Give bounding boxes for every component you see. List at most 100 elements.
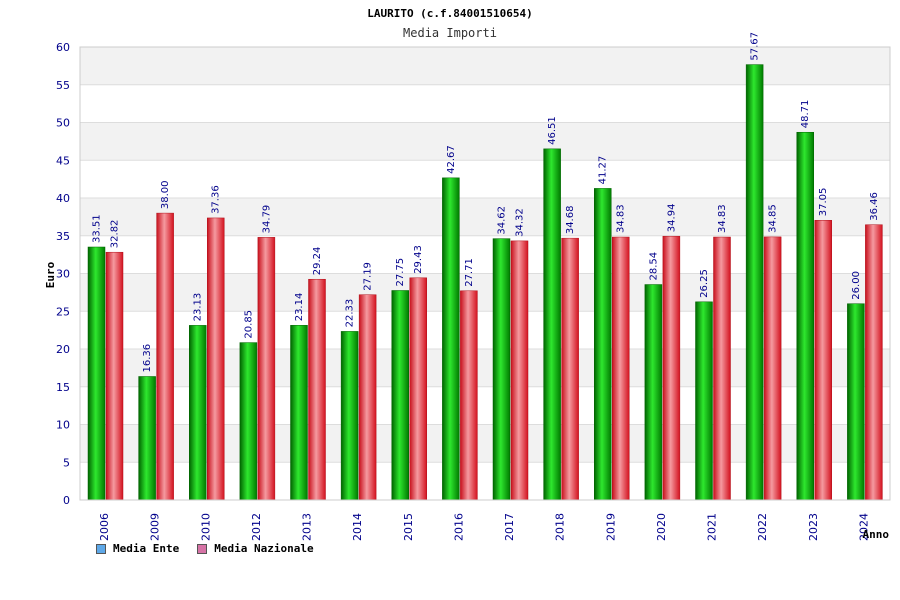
bar-media-nazionale bbox=[105, 251, 124, 501]
y-tick-label: 5 bbox=[63, 456, 70, 469]
legend: Media Ente Media Nazionale bbox=[96, 542, 314, 555]
data-label: 32.82 bbox=[110, 220, 121, 249]
bar-media-ente bbox=[796, 131, 814, 501]
data-label: 23.14 bbox=[294, 293, 305, 322]
data-label: 29.43 bbox=[413, 245, 424, 274]
data-label: 34.62 bbox=[497, 206, 508, 235]
y-tick-label: 25 bbox=[56, 305, 70, 318]
x-tick-label: 2020 bbox=[655, 513, 668, 541]
y-axis-title: Euro bbox=[44, 261, 57, 288]
data-label: 27.71 bbox=[464, 258, 475, 287]
y-tick-label: 30 bbox=[56, 268, 70, 281]
plot-frame bbox=[79, 46, 891, 501]
data-label: 34.83 bbox=[717, 204, 728, 233]
chart-subtitle: Media Importi bbox=[403, 26, 497, 40]
bar-media-nazionale bbox=[358, 294, 377, 501]
bar-media-ente bbox=[644, 284, 663, 501]
grid-band bbox=[80, 84, 890, 123]
legend-swatch-media-ente bbox=[96, 543, 106, 554]
data-labels: 33.51 32.82 16.36 38.00 23.13 37.36 20.85 34.79… bbox=[92, 32, 880, 373]
bar-media-ente bbox=[492, 238, 511, 501]
data-label: 27.75 bbox=[395, 258, 406, 287]
bar-media-ente bbox=[745, 64, 764, 501]
bar-media-nazionale bbox=[156, 212, 174, 501]
x-tick-label: 2015 bbox=[402, 513, 415, 541]
data-label: 26.25 bbox=[699, 269, 710, 298]
y-tick-label: 45 bbox=[56, 154, 70, 167]
data-label: 29.24 bbox=[312, 247, 323, 276]
bar-media-nazionale bbox=[662, 235, 681, 501]
bar-media-nazionale bbox=[460, 290, 478, 501]
y-tick-label: 60 bbox=[56, 41, 70, 54]
legend-swatch-media-nazionale bbox=[197, 543, 208, 554]
grid-band bbox=[80, 47, 890, 85]
bar-media-ente bbox=[695, 301, 713, 501]
data-label: 26.00 bbox=[851, 271, 862, 300]
y-tick-label: 15 bbox=[56, 381, 70, 394]
bar-media-ente bbox=[340, 331, 359, 501]
x-tick-label: 2019 bbox=[604, 513, 617, 541]
chart-title: LAURITO (c.f.84001510654) bbox=[367, 7, 533, 20]
bar-media-nazionale bbox=[763, 236, 782, 501]
data-label: 28.54 bbox=[648, 252, 659, 281]
data-label: 42.67 bbox=[446, 145, 457, 174]
bar-media-ente bbox=[543, 148, 561, 501]
y-tick-label: 10 bbox=[56, 419, 70, 432]
x-tick-label: 2009 bbox=[149, 513, 162, 541]
bar-media-nazionale bbox=[814, 220, 832, 501]
legend-item-media-nazionale: Media Nazionale bbox=[197, 542, 314, 555]
x-tick-label: 2021 bbox=[706, 513, 719, 541]
data-label: 34.79 bbox=[261, 205, 272, 234]
data-label: 33.51 bbox=[92, 214, 103, 243]
x-tick-label: 2013 bbox=[301, 513, 314, 541]
bar-media-ente bbox=[391, 290, 409, 501]
data-label: 36.46 bbox=[869, 192, 880, 221]
x-tick-label: 2016 bbox=[452, 513, 465, 541]
data-label: 23.13 bbox=[193, 293, 204, 322]
data-label: 46.51 bbox=[547, 116, 558, 145]
data-label: 34.94 bbox=[666, 204, 677, 233]
data-label: 37.05 bbox=[818, 188, 829, 217]
y-tick-label: 35 bbox=[56, 230, 70, 243]
data-label: 22.33 bbox=[345, 299, 356, 328]
bar-media-ente bbox=[189, 325, 207, 501]
y-tick-label: 40 bbox=[56, 192, 70, 205]
x-tick-label: 2012 bbox=[250, 513, 263, 541]
axes: 0 5 10 15 20 25 30 35 40 45 50 55 60 2006 2009 2010 2012… bbox=[56, 41, 891, 541]
bar-media-nazionale bbox=[257, 237, 276, 501]
x-tick-label: 2022 bbox=[756, 513, 769, 541]
grid-band bbox=[80, 122, 890, 161]
x-tick-label: 2010 bbox=[199, 513, 212, 541]
bar-media-ente bbox=[138, 376, 156, 501]
grid-band bbox=[80, 160, 890, 198]
data-label: 34.85 bbox=[768, 204, 779, 233]
y-tick-label: 20 bbox=[56, 343, 70, 356]
bar-media-nazionale bbox=[510, 240, 529, 501]
data-label: 38.00 bbox=[160, 180, 171, 209]
x-tick-label: 2024 bbox=[857, 513, 870, 541]
legend-label-media-nazionale: Media Nazionale bbox=[214, 542, 314, 555]
bar-media-nazionale bbox=[865, 224, 883, 501]
y-tick-label: 55 bbox=[56, 79, 70, 92]
x-axis-title: Anno bbox=[863, 528, 890, 541]
bar-media-ente bbox=[290, 325, 308, 501]
legend-label-media-ente: Media Ente bbox=[113, 542, 180, 555]
data-label: 16.36 bbox=[142, 344, 153, 373]
data-label: 34.32 bbox=[515, 208, 526, 237]
bar-media-ente bbox=[847, 303, 865, 501]
x-tick-label: 2006 bbox=[98, 513, 111, 541]
bar-media-nazionale bbox=[612, 236, 630, 501]
data-label: 27.19 bbox=[363, 262, 374, 291]
bar-media-nazionale bbox=[207, 217, 225, 501]
data-label: 48.71 bbox=[800, 100, 811, 129]
bar-media-ente bbox=[87, 246, 106, 501]
bar-media-ente bbox=[594, 188, 612, 501]
bar-media-ente bbox=[239, 342, 258, 501]
data-label: 34.83 bbox=[616, 204, 627, 233]
x-tick-label: 2023 bbox=[807, 513, 820, 541]
data-label: 37.36 bbox=[211, 185, 222, 214]
bar-media-nazionale bbox=[308, 278, 326, 501]
data-label: 20.85 bbox=[243, 310, 254, 339]
x-tick-label: 2017 bbox=[503, 513, 516, 541]
